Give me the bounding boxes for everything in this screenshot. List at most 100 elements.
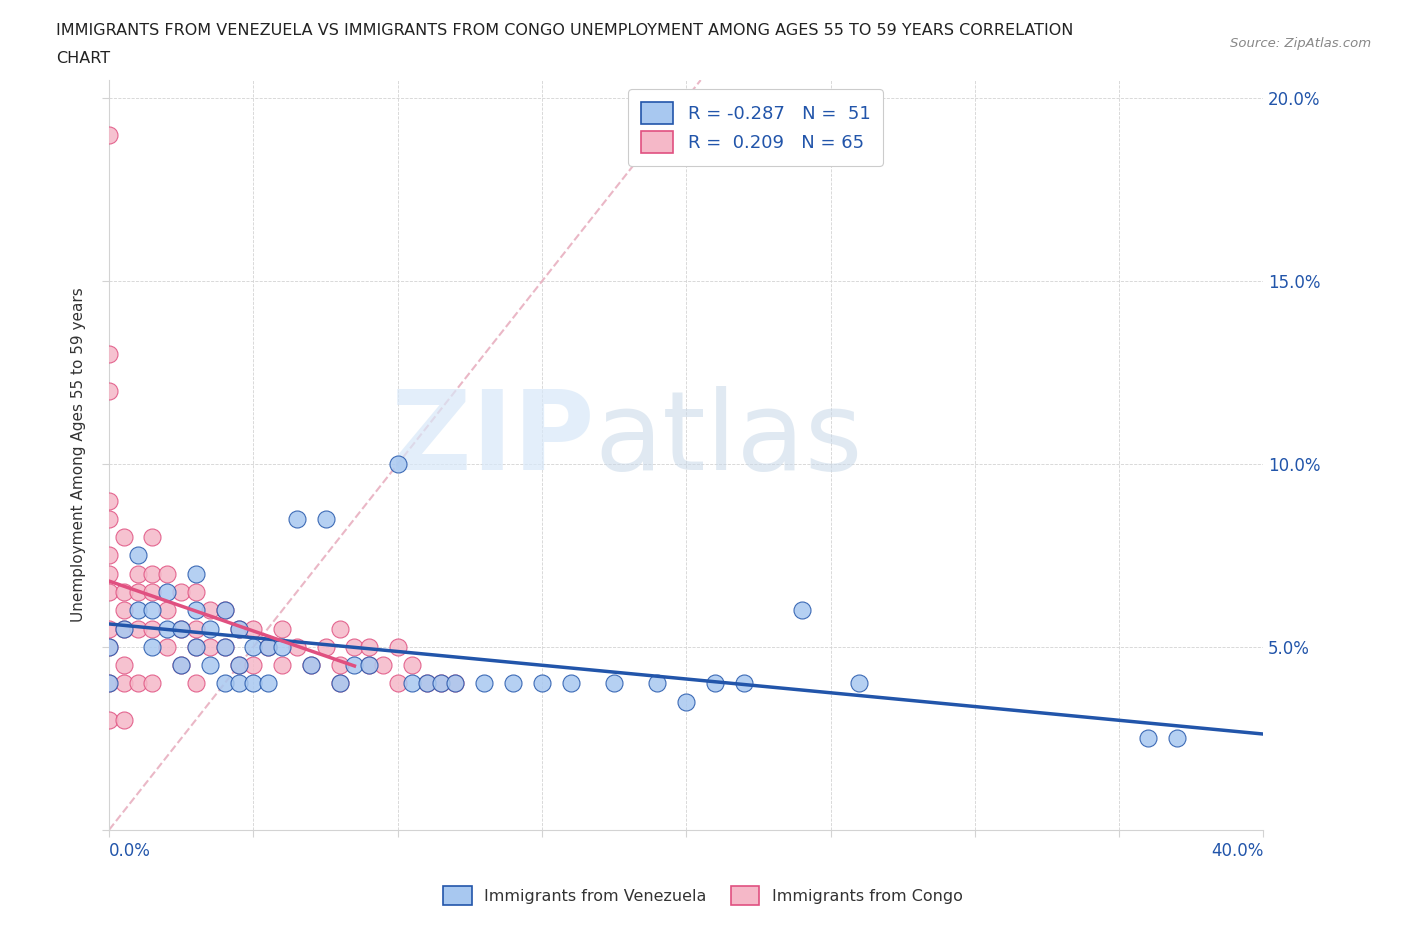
Point <box>156 603 179 618</box>
Point <box>127 585 149 600</box>
Text: IMMIGRANTS FROM VENEZUELA VS IMMIGRANTS FROM CONGO UNEMPLOYMENT AMONG AGES 55 TO: IMMIGRANTS FROM VENEZUELA VS IMMIGRANTS … <box>56 23 1074 38</box>
Point <box>357 640 380 655</box>
Point <box>127 566 149 581</box>
Point <box>98 712 121 727</box>
Point <box>198 658 221 672</box>
Point <box>214 676 236 691</box>
Point <box>98 383 121 398</box>
Point <box>112 621 135 636</box>
Point <box>387 676 409 691</box>
Point <box>329 621 352 636</box>
Point <box>98 512 121 526</box>
Point <box>315 640 337 655</box>
Point <box>444 676 467 691</box>
Point <box>299 658 322 672</box>
Point <box>98 127 121 142</box>
Point <box>156 566 179 581</box>
Point <box>184 603 207 618</box>
Point <box>373 658 395 672</box>
Point <box>214 640 236 655</box>
Point <box>530 676 553 691</box>
Point <box>430 676 453 691</box>
Point <box>98 566 121 581</box>
Point <box>401 658 423 672</box>
Point <box>257 676 280 691</box>
Point <box>228 621 250 636</box>
Point <box>170 621 193 636</box>
Point <box>141 530 163 545</box>
Y-axis label: Unemployment Among Ages 55 to 59 years: Unemployment Among Ages 55 to 59 years <box>72 287 86 622</box>
Point <box>156 640 179 655</box>
Point <box>357 658 380 672</box>
Point <box>603 676 626 691</box>
Point <box>156 621 179 636</box>
Point <box>560 676 582 691</box>
Point <box>170 658 193 672</box>
Point <box>184 585 207 600</box>
Text: atlas: atlas <box>593 387 862 494</box>
Point <box>184 566 207 581</box>
Text: CHART: CHART <box>56 51 110 66</box>
Point <box>141 566 163 581</box>
Point <box>214 603 236 618</box>
Point <box>704 676 727 691</box>
Point <box>790 603 813 618</box>
Point <box>675 695 697 710</box>
Point <box>285 512 308 526</box>
Point <box>98 640 121 655</box>
Point <box>257 640 280 655</box>
Point <box>170 585 193 600</box>
Point <box>228 658 250 672</box>
Point <box>444 676 467 691</box>
Text: Source: ZipAtlas.com: Source: ZipAtlas.com <box>1230 37 1371 50</box>
Point <box>848 676 870 691</box>
Point <box>98 548 121 563</box>
Point <box>184 676 207 691</box>
Point <box>430 676 453 691</box>
Point <box>387 457 409 472</box>
Point <box>228 621 250 636</box>
Point <box>343 640 366 655</box>
Point <box>387 640 409 655</box>
Point <box>141 640 163 655</box>
Point <box>141 621 163 636</box>
Legend: Immigrants from Venezuela, Immigrants from Congo: Immigrants from Venezuela, Immigrants fr… <box>434 878 972 912</box>
Point <box>184 640 207 655</box>
Text: 0.0%: 0.0% <box>110 842 150 859</box>
Point <box>170 658 193 672</box>
Point <box>647 676 669 691</box>
Legend: R = -0.287   N =  51, R =  0.209   N = 65: R = -0.287 N = 51, R = 0.209 N = 65 <box>628 89 883 166</box>
Point <box>242 676 264 691</box>
Point <box>401 676 423 691</box>
Point <box>98 493 121 508</box>
Point <box>228 676 250 691</box>
Point <box>170 621 193 636</box>
Point <box>127 676 149 691</box>
Point <box>141 585 163 600</box>
Point <box>271 640 294 655</box>
Point <box>184 640 207 655</box>
Point <box>112 621 135 636</box>
Point <box>415 676 437 691</box>
Point <box>112 585 135 600</box>
Point <box>228 658 250 672</box>
Point <box>141 676 163 691</box>
Point <box>112 712 135 727</box>
Point <box>329 658 352 672</box>
Point <box>112 676 135 691</box>
Point <box>343 658 366 672</box>
Point <box>112 658 135 672</box>
Point <box>329 676 352 691</box>
Text: 40.0%: 40.0% <box>1211 842 1264 859</box>
Point <box>242 621 264 636</box>
Point <box>214 640 236 655</box>
Text: ZIP: ZIP <box>391 387 593 494</box>
Point <box>98 585 121 600</box>
Point <box>242 658 264 672</box>
Point <box>502 676 524 691</box>
Point <box>415 676 437 691</box>
Point <box>315 512 337 526</box>
Point <box>285 640 308 655</box>
Point <box>257 640 280 655</box>
Point <box>472 676 495 691</box>
